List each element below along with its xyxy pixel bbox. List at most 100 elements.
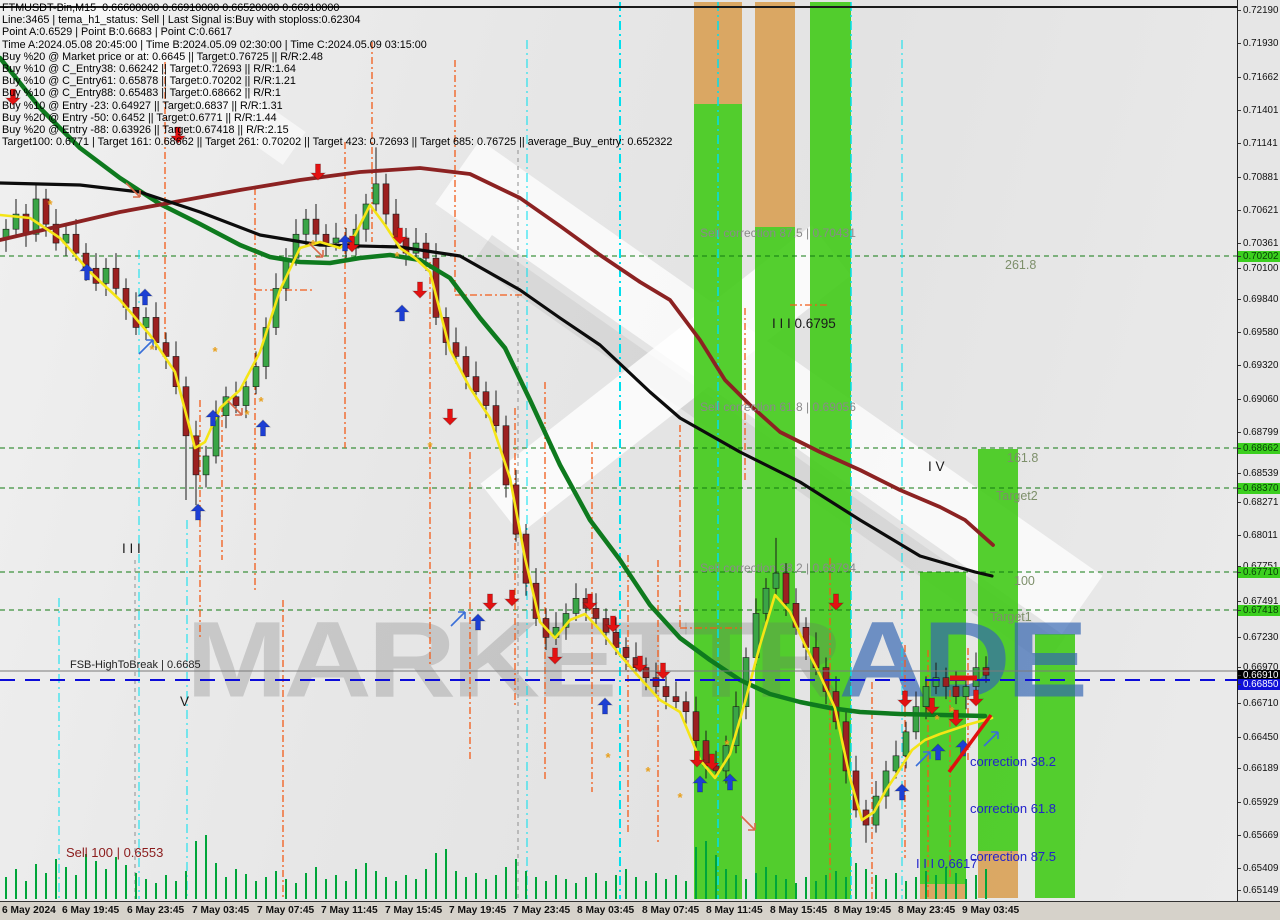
candle-bearish [192,435,200,476]
candle-bullish [962,686,970,697]
buy-signal-arrow [78,263,96,281]
info-line: Buy %20 @ Market price or at: 0.6645 || … [2,50,323,63]
time-tick-label: 8 May 19:45 [834,905,892,916]
fractal-star-icon: * [47,197,53,212]
price-tick-label: 0.68539 [1238,468,1280,479]
time-tick-label: 8 May 03:45 [577,905,635,916]
price-tick-label: 0.70100 [1238,263,1280,274]
price-tick-label: 0.72190 [1238,5,1280,16]
candle-bullish [932,677,940,687]
candle-bullish [772,572,780,589]
info-line: Time A:2024.05.08 20:45:00 | Time B:2024… [2,38,427,51]
sell-signal-arrow [481,593,499,611]
sell-signal-arrow [631,655,649,673]
price-tick-label: 0.67230 [1238,632,1280,643]
time-tick-label: 6 May 2024 [2,905,56,916]
sell-signal-arrow [896,690,914,708]
candle-bullish [102,267,110,284]
time-tick-label: 7 May 15:45 [385,905,443,916]
price-tick-label: 0.70881 [1238,172,1280,183]
time-axis[interactable]: 6 May 2024 6 May 19:45 6 May 23:45 7 May 03… [0,901,1280,920]
fractal-star-icon: * [724,737,730,752]
candle-bearish [652,677,660,687]
target-price-label: 0.67418 [1238,605,1280,616]
sell-signal-arrow [441,408,459,426]
buy-signal-arrow [336,234,354,252]
trend-line [947,713,993,774]
candle-bullish [262,327,270,367]
info-line: Line:3465 | tema_h1_status: Sell | Last … [2,14,361,27]
candle-bearish [942,677,950,687]
fractal-star-icon: * [310,237,316,252]
price-axis[interactable]: 0.72190 0.71930 0.71662 0.71401 0.71141 0.708… [1237,0,1280,901]
info-line: Buy %20 @ Entry -50: 0.6452 || Target:0.… [2,111,277,124]
target-price-label: 0.70202 [1238,251,1280,262]
price-tick-label: 0.68271 [1238,497,1280,508]
info-line: Buy %10 @ C_Entry38: 0.66242 || Target:0… [2,63,296,76]
black-ma-line [0,181,994,578]
sell-signal-arrow [503,589,521,607]
chart-surface[interactable]: MARKETTRADE * * * * * * * * * * * * * * FTMUSDT-Bin,M… [0,0,1237,901]
buy-signal-arrow [893,783,911,801]
bid-price-label: 0.66910 [1238,670,1280,681]
sell-signal-arrow [947,709,965,727]
candle-bearish [462,356,470,377]
info-line: FTMUSDT-Bin,M15 0.66600000 0.66910000 0.… [2,2,340,14]
fractal-star-icon: * [605,750,611,765]
candle-bearish [692,711,700,741]
price-tick-label: 0.71141 [1238,138,1280,149]
time-tick-label: 8 May 23:45 [898,905,956,916]
price-tick-label: 0.71930 [1238,38,1280,49]
time-tick-label: 8 May 11:45 [706,905,763,916]
info-line: Target100: 0.6771 | Target 161: 0.68662 … [2,136,673,149]
fib-zone-tan [920,884,966,899]
buy-signal-arrow [469,613,487,631]
price-tick-label: 0.69320 [1238,360,1280,371]
trend-pointer-icon [983,731,999,747]
trend-pointer-icon [450,611,466,627]
candle-bearish [322,233,330,244]
candle-bullish [372,183,380,205]
candle-bearish [642,667,650,678]
sell-signal-arrow [411,281,429,299]
fractal-star-icon: * [427,439,433,454]
info-line: Buy %10 @ Entry -23: 0.64927 || Target:0… [2,99,283,112]
candle-bullish [572,598,580,614]
price-tick-label: 0.68799 [1238,427,1280,438]
info-line: Point A:0.6529 | Point B:0.6683 | Point … [2,26,233,39]
price-tick-label: 0.65929 [1238,797,1280,808]
pullback-pointer-icon [125,182,141,198]
candle-bullish [762,587,770,614]
buy-signal-arrow [254,419,272,437]
buy-signal-arrow [691,775,709,793]
fractal-star-icon: * [949,704,955,719]
price-tick-label: 0.66450 [1238,732,1280,743]
candle-bearish [782,572,790,604]
sell-signal-arrow [4,88,22,106]
buy-signal-arrow [929,743,947,761]
trend-pointer-icon [138,339,154,355]
sell-signal-arrow [827,593,845,611]
sell-signal-arrow [343,235,361,253]
time-tick-label: 8 May 07:45 [642,905,700,916]
price-tick-label: 0.71401 [1238,105,1280,116]
target-price-label: 0.68662 [1238,443,1280,454]
pullback-pointer-icon [227,400,243,416]
candle-bearish [682,701,690,713]
pullback-pointer-icon [308,242,324,258]
candle-bearish [482,391,490,406]
fractal-star-icon: * [677,790,683,805]
candle-bearish [42,198,50,225]
candle-bearish [72,233,80,254]
price-tick-label: 0.67491 [1238,596,1280,607]
buy-signal-arrow [596,697,614,715]
price-tick-label: 0.70621 [1238,205,1280,216]
price-tick-label: 0.70361 [1238,238,1280,249]
price-tick-label: 0.69060 [1238,394,1280,405]
time-tick-label: 7 May 03:45 [192,905,250,916]
time-tick-label: 7 May 11:45 [321,905,378,916]
buy-signal-arrow [189,503,207,521]
sell-signal-arrow [967,689,985,707]
pullback-pointer-icon [740,815,756,831]
